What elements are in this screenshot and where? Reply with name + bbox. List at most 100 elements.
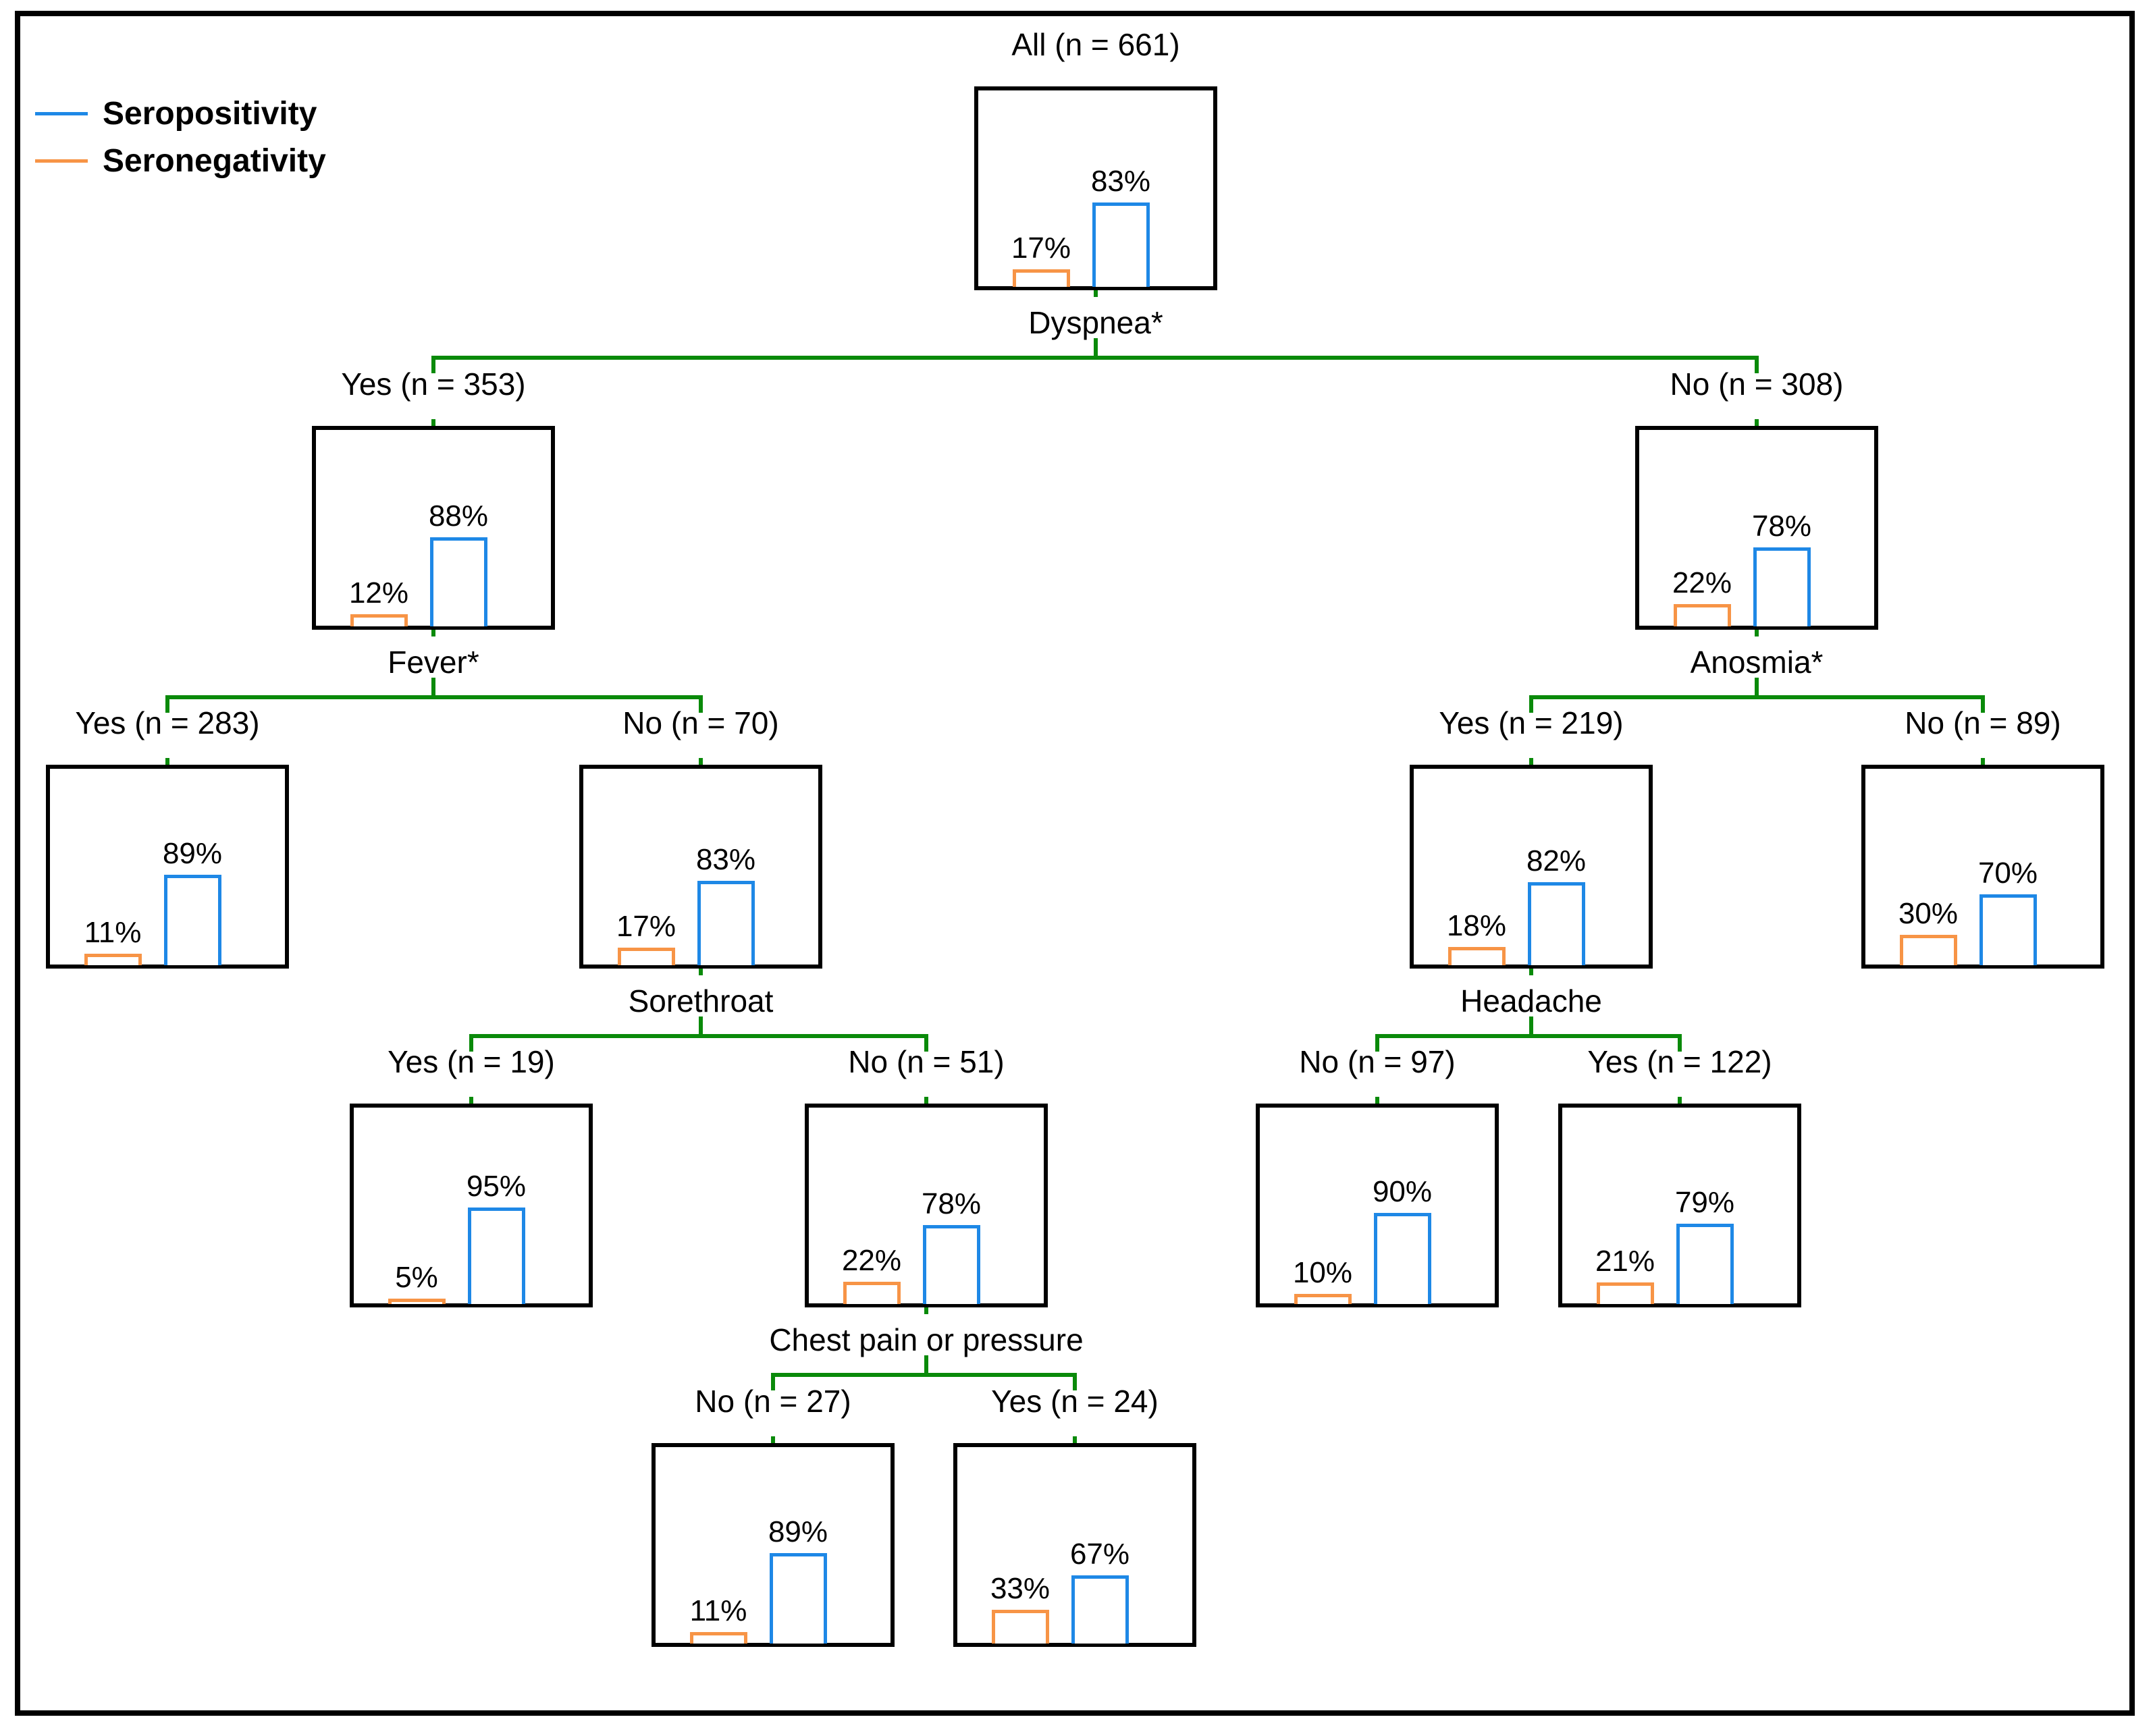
seronegativity-bar — [1294, 1294, 1352, 1304]
seropositivity-percent-label: 95% — [466, 1170, 527, 1203]
node-title: No (n = 89) — [1905, 705, 2061, 740]
seropositivity-bar — [1979, 894, 2037, 965]
seronegativity-bar — [618, 948, 675, 965]
branch-parent-tick — [431, 630, 435, 636]
node-title: No (n = 97) — [1299, 1044, 1456, 1079]
branch-center-tick — [924, 1355, 928, 1373]
seropositivity-percent-label: 78% — [1751, 510, 1812, 543]
split-variable-label: Sorethroat — [628, 983, 774, 1019]
seropositivity-percent-label: 67% — [1069, 1538, 1130, 1571]
seronegativity-percent-label: 18% — [1446, 909, 1507, 942]
branch-end-tick — [1981, 699, 1985, 713]
seronegativity-bar — [1448, 947, 1506, 965]
legend-seronegativity-label: Seronegativity — [103, 143, 326, 179]
seropositivity-percent-label: 89% — [162, 837, 223, 870]
node-title: Yes (n = 353) — [341, 367, 526, 402]
split-variable-label: Headache — [1460, 983, 1602, 1019]
branch-line — [1375, 1034, 1682, 1038]
node-title: No (n = 51) — [848, 1044, 1005, 1079]
figure-frame — [15, 11, 2135, 1716]
branch-child-tick — [431, 419, 435, 426]
split-variable-label: Chest pain or pressure — [769, 1322, 1084, 1357]
seronegativity-percent-label: 11% — [689, 1594, 747, 1627]
seronegativity-percent-label: 33% — [990, 1572, 1051, 1605]
branch-child-tick — [771, 1436, 775, 1443]
seropositivity-bar — [1753, 547, 1811, 626]
branch-center-tick — [431, 678, 435, 695]
branch-end-tick — [771, 1377, 775, 1390]
seronegativity-bar — [1597, 1282, 1654, 1304]
seronegativity-percent-label: 17% — [1011, 232, 1071, 265]
branch-end-tick — [1073, 1377, 1077, 1390]
branch-child-tick — [1981, 758, 1985, 765]
seronegativity-percent-label: 5% — [395, 1261, 438, 1294]
seronegativity-percent-label: 22% — [1672, 566, 1732, 599]
branch-child-tick — [1073, 1436, 1077, 1443]
branch-end-tick — [924, 1038, 928, 1052]
seronegativity-percent-label: 12% — [348, 576, 409, 609]
node-title: Yes (n = 219) — [1439, 705, 1624, 740]
node-title: No (n = 27) — [695, 1384, 851, 1419]
seropositivity-bar — [923, 1225, 980, 1304]
seronegativity-bar — [84, 954, 142, 965]
seronegativity-percent-label: 11% — [84, 916, 142, 949]
seropositivity-bar — [430, 537, 487, 626]
seropositivity-percent-label: 78% — [921, 1187, 982, 1220]
branch-child-tick — [1678, 1097, 1682, 1104]
split-variable-label: Anosmia* — [1690, 645, 1824, 680]
seronegativity-percent-label: 21% — [1595, 1245, 1655, 1278]
seropositivity-percent-label: 88% — [428, 499, 489, 533]
seronegativity-bar — [992, 1610, 1049, 1644]
seropositivity-percent-label: 83% — [695, 843, 756, 876]
seropositivity-percent-label: 90% — [1372, 1175, 1433, 1208]
legend-seronegativity-line — [35, 159, 88, 163]
branch-line — [165, 695, 703, 699]
branch-parent-tick — [1094, 290, 1098, 297]
seropositivity-bar — [1092, 202, 1150, 287]
branch-child-tick — [699, 758, 703, 765]
legend-seropositivity-line — [35, 112, 88, 115]
seropositivity-bar — [468, 1208, 525, 1304]
branch-line — [1529, 695, 1985, 699]
seronegativity-percent-label: 10% — [1292, 1256, 1353, 1289]
node-title: Yes (n = 122) — [1587, 1044, 1772, 1079]
seropositivity-bar — [1676, 1224, 1734, 1304]
seropositivity-bar — [770, 1553, 827, 1644]
seronegativity-bar — [1900, 935, 1957, 965]
seropositivity-bar — [1071, 1575, 1129, 1644]
branch-end-tick — [165, 699, 169, 713]
seropositivity-bar — [164, 875, 221, 965]
node-title: No (n = 70) — [622, 705, 779, 740]
branch-child-tick — [1529, 758, 1533, 765]
branch-child-tick — [1375, 1097, 1379, 1104]
node-title: All (n = 661) — [1011, 27, 1180, 62]
branch-end-tick — [699, 699, 703, 713]
seronegativity-bar — [1013, 269, 1070, 287]
branch-child-tick — [1755, 419, 1759, 426]
branch-end-tick — [1755, 360, 1759, 373]
legend-seropositivity-label: Seropositivity — [103, 96, 317, 132]
seropositivity-percent-label: 82% — [1526, 844, 1587, 877]
branch-line — [771, 1373, 1077, 1377]
seronegativity-percent-label: 30% — [1898, 897, 1959, 930]
seropositivity-percent-label: 70% — [1977, 857, 2038, 890]
seronegativity-bar — [388, 1299, 446, 1304]
branch-end-tick — [1375, 1038, 1379, 1052]
branch-end-tick — [1529, 699, 1533, 713]
seropositivity-percent-label: 83% — [1090, 165, 1151, 198]
node-box — [652, 1443, 895, 1647]
seropositivity-bar — [697, 881, 755, 965]
split-variable-label: Dyspnea* — [1028, 305, 1163, 340]
branch-center-tick — [1529, 1016, 1533, 1034]
branch-end-tick — [1678, 1038, 1682, 1052]
branch-parent-tick — [1529, 969, 1533, 975]
seronegativity-percent-label: 22% — [841, 1244, 902, 1277]
seropositivity-percent-label: 79% — [1674, 1186, 1735, 1219]
seronegativity-bar — [1674, 604, 1731, 626]
branch-parent-tick — [699, 969, 703, 975]
node-title: Yes (n = 24) — [991, 1384, 1159, 1419]
node-title: No (n = 308) — [1670, 367, 1844, 402]
node-title: Yes (n = 19) — [388, 1044, 555, 1079]
seronegativity-bar — [843, 1282, 901, 1304]
